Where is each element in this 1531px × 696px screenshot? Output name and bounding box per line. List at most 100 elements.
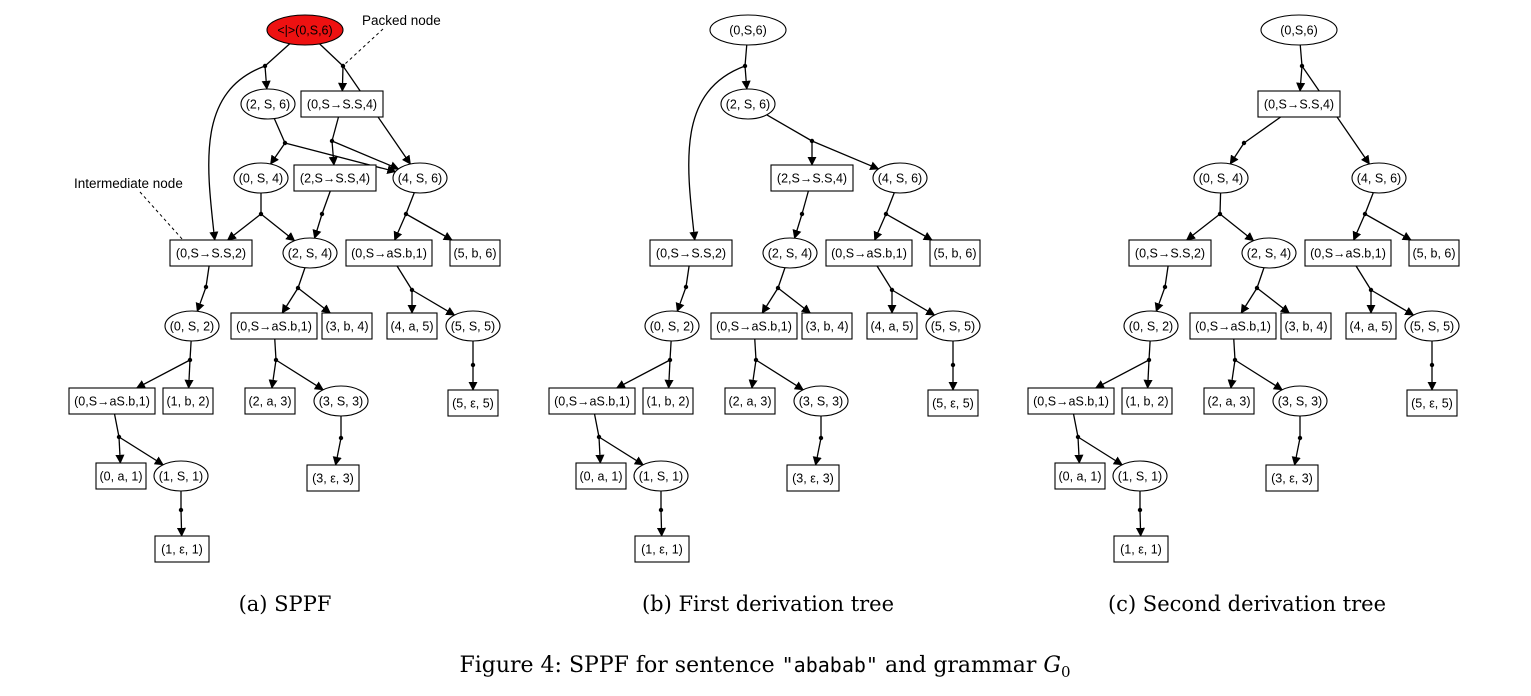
node-n0SS4: (0,S→S.S,4) <box>1257 90 1341 118</box>
node-n0aSb1l: (0,S→aS.b,1) <box>68 387 156 415</box>
node-label: (0,S→aS.b,1) <box>1033 395 1109 409</box>
node-n0a1: (0, a, 1) <box>1054 462 1106 490</box>
edge-to-packed <box>777 267 786 289</box>
edge-to-n2S4 <box>1219 213 1255 242</box>
edge-to-n5b6 <box>1364 213 1412 241</box>
node-label: (0,S→S.S,4) <box>1264 98 1334 112</box>
node-label: (5, b, 6) <box>453 247 496 261</box>
node-n0aSb1l: (0,S→aS.b,1) <box>1027 387 1115 415</box>
node-n2S4: (2, S, 4) <box>762 237 818 269</box>
node-label: (4, a, 5) <box>870 320 913 334</box>
node-n0aSb1m-box <box>230 312 318 340</box>
node-n3e3-box <box>1265 464 1319 492</box>
figure-caption-grammar: G <box>1043 653 1061 678</box>
node-n0S2: (0, S, 2) <box>164 310 220 342</box>
edge-to-n0S2 <box>675 286 687 313</box>
node-n3S3-ellipse <box>1272 385 1328 417</box>
node-n2a3-box <box>244 387 296 415</box>
node-n4a5-box <box>1345 312 1397 340</box>
node-n3b4: (3, b, 4) <box>1280 312 1332 340</box>
node-label: (4, a, 5) <box>1349 320 1392 334</box>
node-n2SS4-box <box>293 164 377 192</box>
edge-to-n3e3 <box>332 437 342 466</box>
node-n5b6-box <box>929 239 981 267</box>
panel-b-caption: (b) First derivation tree <box>642 592 894 616</box>
node-n3S3: (3, S, 3) <box>793 385 849 417</box>
node-n0S4-ellipse <box>1193 162 1249 194</box>
edge-to-packed <box>274 338 277 361</box>
node-label: (4, S, 6) <box>1357 172 1401 186</box>
node-n3e3-box <box>306 464 360 492</box>
node-n5S5: (5, S, 5) <box>925 310 981 342</box>
edge-to-n0aSb1r <box>873 213 887 241</box>
edge-to-packed <box>1299 44 1303 67</box>
edge-to-n3e3 <box>812 437 822 466</box>
panel-b-edges <box>593 44 958 537</box>
node-n5e5: (5, ε, 5) <box>447 389 499 417</box>
node-label: (3, ε, 3) <box>1271 472 1313 486</box>
edge-to-n3b4 <box>1256 287 1290 314</box>
panel-b-diagram: (0,S,6) (2, S, 6) (2,S→S.S,4) (4, S, 6) (0,S… <box>548 14 981 563</box>
edge-to-n0aSb1m <box>281 287 299 314</box>
node-n5S5: (5, S, 5) <box>445 310 501 342</box>
panel-c-nodes: (0,S,6) (0,S→S.S,4) (0, S, 4) (4, S, 6) (0,S… <box>1027 14 1460 563</box>
edge-to-n3b4 <box>297 287 331 314</box>
edge-to-n5S5 <box>411 289 456 316</box>
edge-to-n1S1 <box>598 436 644 466</box>
edge-to-n5b6 <box>405 213 453 241</box>
node-n5S5-ellipse <box>1404 310 1460 342</box>
node-n4S6: (4, S, 6) <box>872 162 928 194</box>
node-label: (2, a, 3) <box>248 395 291 409</box>
node-n0SS2-box <box>1128 239 1212 267</box>
node-n5b6-box <box>1408 239 1460 267</box>
edge-to-n3S3 <box>1234 359 1283 391</box>
node-n3e3: (3, ε, 3) <box>786 464 840 492</box>
node-n1S1-ellipse <box>1112 460 1168 492</box>
panel-a-annotations: Packed node Intermediate node <box>74 13 441 241</box>
edge-to-n0SS2 <box>688 65 746 241</box>
edge-to-n2S4 <box>792 213 803 240</box>
node-label: (0, a, 1) <box>579 470 622 484</box>
panel-c-diagram: (0,S,6) (0,S→S.S,4) (0, S, 4) (4, S, 6) (0,S… <box>1027 14 1460 563</box>
edge-to-packed <box>321 190 331 215</box>
edge-to-packed <box>1072 413 1079 438</box>
packed-node-pointer <box>344 28 384 65</box>
node-n2a3: (2, a, 3) <box>1203 387 1255 415</box>
node-n1b2: (1, b, 2) <box>1121 387 1173 415</box>
node-n0S2-ellipse <box>644 310 700 342</box>
edge-to-n1e1 <box>656 509 667 537</box>
panel-a-diagram: <|>(0,S,6) (2, S, 6) (0,S→S.S,4) (0, S, 4) (… <box>68 13 501 563</box>
node-n5e5-box <box>1406 389 1458 417</box>
node-n2S6-ellipse <box>720 88 776 120</box>
edge-to-n0SS2 <box>208 65 266 241</box>
node-n4S6-ellipse <box>872 162 928 194</box>
edge-to-packed <box>319 43 344 67</box>
node-label: (2, S, 6) <box>726 98 770 112</box>
node-n1e1: (1, ε, 1) <box>154 535 210 563</box>
node-label: (1, ε, 1) <box>161 543 203 557</box>
node-label: (3, ε, 3) <box>792 472 834 486</box>
node-n0aSb1r: (0,S→aS.b,1) <box>345 239 433 267</box>
node-n5e5-box <box>927 389 979 417</box>
node-root-ellipse <box>266 14 344 46</box>
edge-to-n2S6 <box>261 65 271 90</box>
node-n0SS2: (0,S→S.S,2) <box>169 239 253 267</box>
edge-to-n3S3 <box>755 359 804 391</box>
edge-to-packed <box>1219 192 1222 215</box>
node-n0aSb1m-box <box>1189 312 1277 340</box>
node-n2S6-ellipse <box>240 88 296 120</box>
panel-a-edges <box>113 43 478 537</box>
node-n2SS4-box <box>770 164 854 192</box>
node-n4a5: (4, a, 5) <box>866 312 918 340</box>
node-n0S2-ellipse <box>1123 310 1179 342</box>
node-n2S6: (2, S, 6) <box>240 88 296 120</box>
edge-to-n4S6 <box>331 140 400 170</box>
node-label: (3, S, 3) <box>799 395 843 409</box>
node-n3e3-box <box>786 464 840 492</box>
node-label: (1, ε, 1) <box>1120 543 1162 557</box>
panel-a-caption: (a) SPPF <box>239 592 332 616</box>
node-label: (4, S, 6) <box>398 172 442 186</box>
node-label: (5, ε, 5) <box>932 397 974 411</box>
node-label: (0, a, 1) <box>99 470 142 484</box>
